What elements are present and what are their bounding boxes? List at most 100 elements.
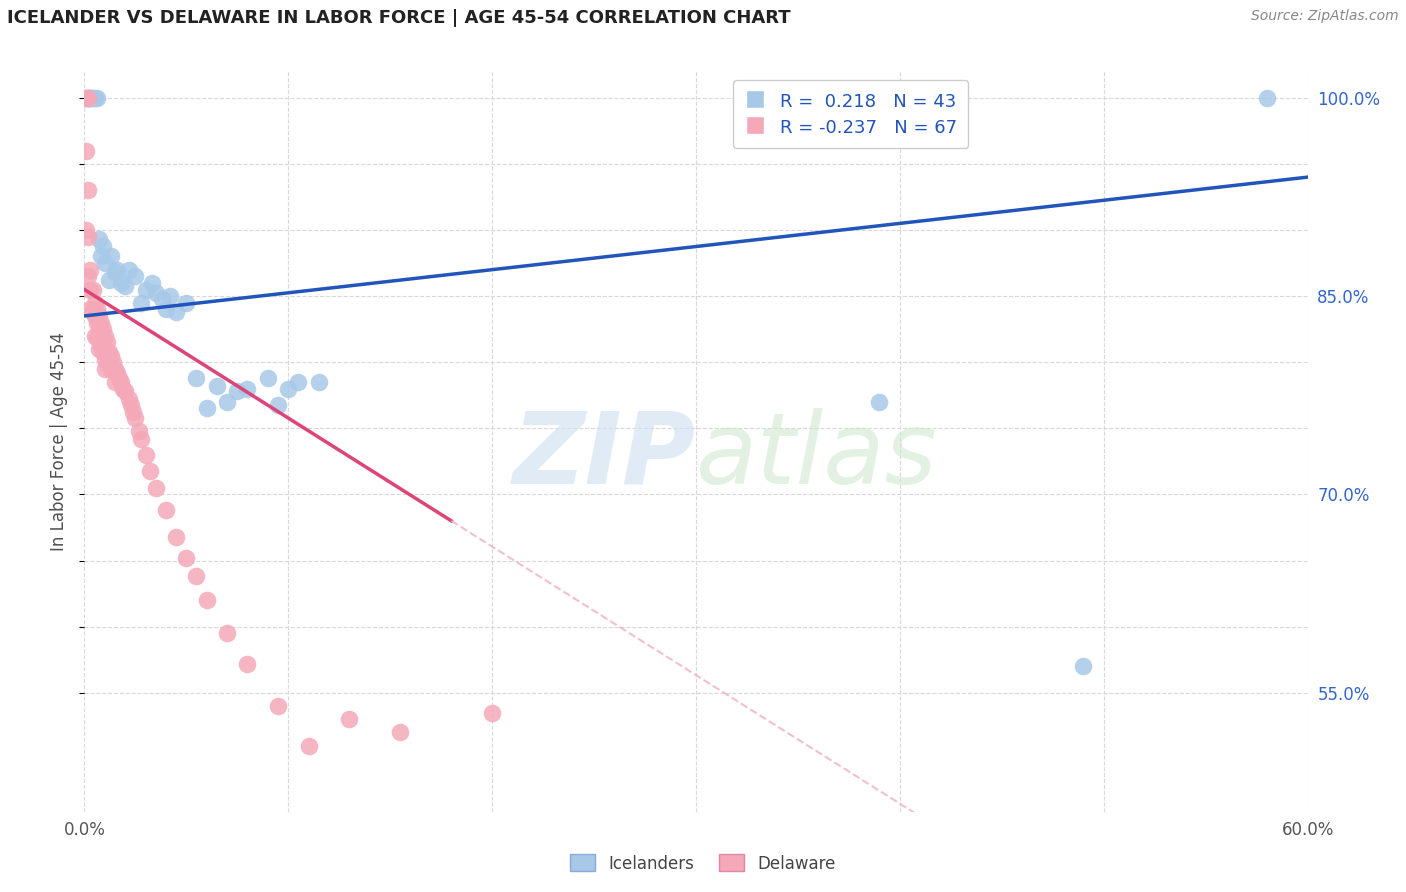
Point xyxy=(96,335,118,350)
Point xyxy=(86,316,108,330)
Point xyxy=(1073,659,1095,673)
Point xyxy=(155,302,177,317)
Point xyxy=(100,361,122,376)
Point xyxy=(93,361,117,376)
Point xyxy=(79,302,101,317)
Point xyxy=(277,382,299,396)
Point xyxy=(165,305,187,319)
Point xyxy=(135,448,157,462)
Point xyxy=(90,328,112,343)
Point xyxy=(217,626,239,640)
Point xyxy=(389,725,412,739)
Point xyxy=(97,344,120,359)
Point xyxy=(114,278,136,293)
Point xyxy=(1256,91,1278,105)
Point xyxy=(83,91,105,105)
Point xyxy=(82,305,104,319)
Point xyxy=(155,503,177,517)
Point xyxy=(90,316,112,330)
Point xyxy=(110,375,132,389)
Text: ICELANDER VS DELAWARE IN LABOR FORCE | AGE 45-54 CORRELATION CHART: ICELANDER VS DELAWARE IN LABOR FORCE | A… xyxy=(7,9,790,27)
Point xyxy=(93,328,117,343)
Point xyxy=(287,375,309,389)
Point xyxy=(97,358,120,372)
Point xyxy=(195,593,218,607)
Point xyxy=(91,322,114,336)
Text: Source: ZipAtlas.com: Source: ZipAtlas.com xyxy=(1251,9,1399,23)
Point xyxy=(138,464,160,478)
Legend: R =  0.218   N = 43, R = -0.237   N = 67: R = 0.218 N = 43, R = -0.237 N = 67 xyxy=(734,80,969,148)
Point xyxy=(87,309,110,323)
Point xyxy=(186,569,208,583)
Point xyxy=(108,371,131,385)
Point xyxy=(77,229,100,244)
Point xyxy=(339,712,361,726)
Point xyxy=(83,328,105,343)
Point xyxy=(91,344,114,359)
Point xyxy=(124,410,146,425)
Point xyxy=(267,398,290,412)
Point xyxy=(236,382,259,396)
Point xyxy=(869,395,891,409)
Point xyxy=(104,265,127,279)
Point xyxy=(86,302,108,317)
Point xyxy=(176,295,198,310)
Point xyxy=(118,262,141,277)
Point xyxy=(481,706,503,720)
Point xyxy=(124,269,146,284)
Point xyxy=(83,309,105,323)
Point xyxy=(86,91,108,105)
Point xyxy=(91,335,114,350)
Point xyxy=(135,283,157,297)
Point xyxy=(217,395,239,409)
Point xyxy=(131,432,153,446)
Point xyxy=(298,739,321,753)
Point xyxy=(79,283,101,297)
Point xyxy=(75,91,97,105)
Point xyxy=(77,91,100,105)
Point xyxy=(145,286,167,301)
Point xyxy=(112,382,135,396)
Legend: Icelanders, Delaware: Icelanders, Delaware xyxy=(564,847,842,880)
Point xyxy=(195,401,218,416)
Point xyxy=(77,269,100,284)
Point xyxy=(97,273,120,287)
Point xyxy=(150,292,173,306)
Point xyxy=(79,91,101,105)
Point xyxy=(79,91,101,105)
Point xyxy=(90,339,112,353)
Point xyxy=(93,342,117,356)
Point xyxy=(118,392,141,407)
Point xyxy=(120,398,142,412)
Point xyxy=(79,262,101,277)
Point xyxy=(75,223,97,237)
Point xyxy=(308,375,330,389)
Point xyxy=(145,481,167,495)
Point xyxy=(83,295,105,310)
Y-axis label: In Labor Force | Age 45-54: In Labor Force | Age 45-54 xyxy=(49,332,67,551)
Point xyxy=(186,371,208,385)
Point xyxy=(87,232,110,246)
Point xyxy=(141,276,163,290)
Point xyxy=(114,384,136,399)
Point xyxy=(226,384,249,399)
Point xyxy=(105,366,128,380)
Point xyxy=(100,250,122,264)
Point xyxy=(128,424,150,438)
Point xyxy=(267,698,290,713)
Point xyxy=(75,91,97,105)
Point xyxy=(165,530,187,544)
Point xyxy=(104,375,127,389)
Point xyxy=(122,405,145,419)
Point xyxy=(90,250,112,264)
Point xyxy=(101,355,124,369)
Point xyxy=(205,379,228,393)
Point xyxy=(104,361,127,376)
Point xyxy=(86,331,108,345)
Point xyxy=(236,657,259,671)
Point xyxy=(105,262,128,277)
Point xyxy=(100,349,122,363)
Point xyxy=(82,91,104,105)
Text: ZIP: ZIP xyxy=(513,408,696,505)
Point xyxy=(75,144,97,158)
